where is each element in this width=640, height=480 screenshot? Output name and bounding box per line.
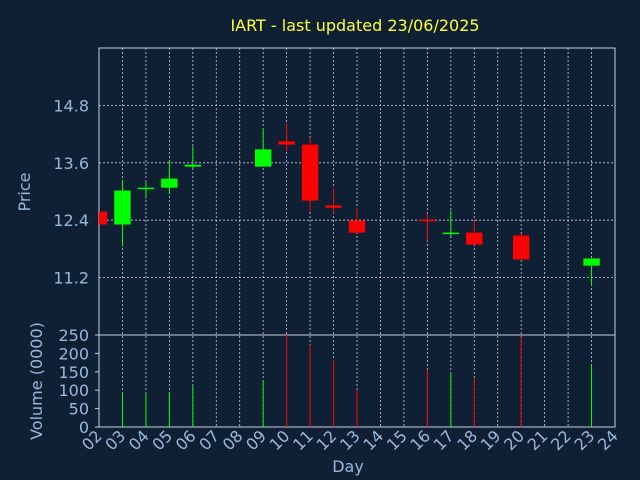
y-tick-label: 14.8 (53, 96, 89, 115)
y-tick-label: 13.6 (53, 154, 89, 173)
y2-axis-label: Volume (0000) (27, 322, 46, 440)
candle-body (442, 232, 460, 235)
y2-tick-label: 250 (58, 326, 89, 345)
y2-tick-label: 200 (58, 344, 89, 363)
candle-body (512, 235, 530, 260)
candle-body (137, 187, 155, 190)
y2-tick-label: 50 (69, 400, 89, 419)
y-axis-label: Price (15, 172, 34, 211)
y-tick-label: 12.4 (53, 211, 89, 230)
candle-body (583, 258, 600, 266)
candle-body (419, 219, 436, 222)
candle-body (254, 149, 272, 167)
candle-body (348, 220, 366, 233)
candles (99, 123, 600, 286)
y2-tick-label: 150 (58, 363, 89, 382)
y-tick-label: 11.2 (53, 269, 89, 288)
chart-title: IART - last updated 23/06/2025 (230, 16, 479, 35)
candle-body (325, 205, 342, 208)
candle-body (278, 141, 295, 145)
x-axis-label: Day (332, 457, 364, 476)
candle-body (114, 190, 131, 225)
candle-body (161, 178, 178, 188)
candle-body (184, 164, 202, 167)
candle-body (466, 232, 483, 245)
y2-tick-label: 100 (58, 381, 89, 400)
candle-body (301, 144, 319, 201)
candle-body (99, 211, 108, 225)
y2-tick-label: 0 (79, 418, 89, 437)
